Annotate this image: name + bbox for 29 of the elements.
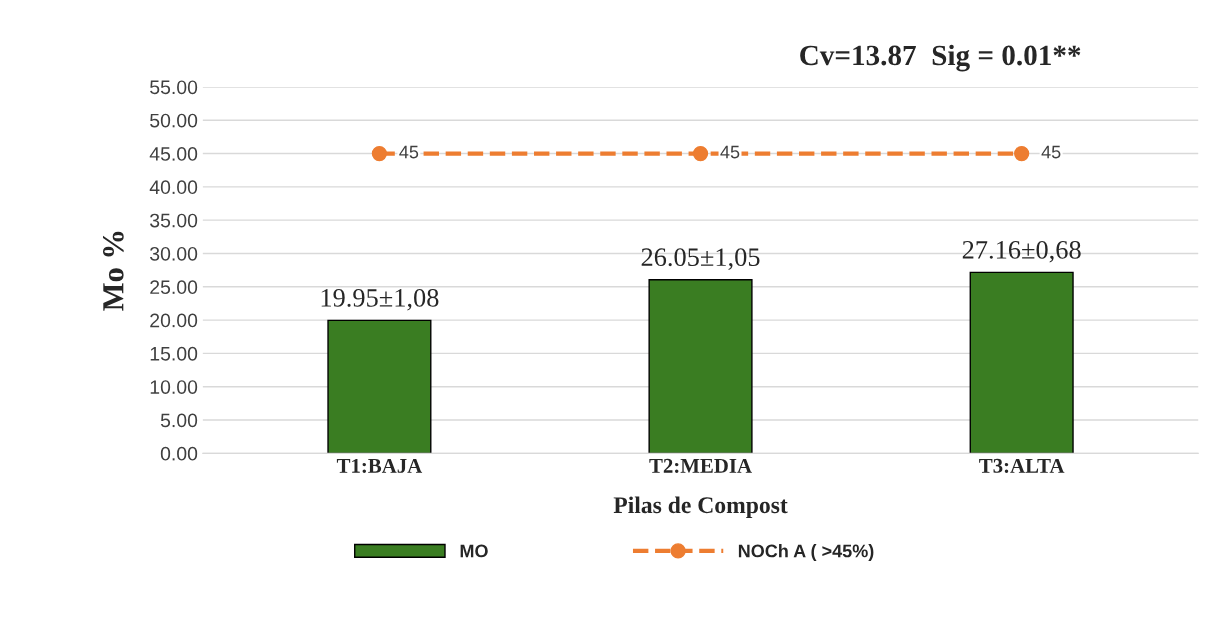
text: Cv=13.87 Sig = 0.01** — [800, 44, 1081, 72]
y-tick-label: 35.00 — [150, 213, 198, 228]
bar — [648, 279, 753, 454]
bar — [969, 271, 1074, 454]
data-label: 19.95±1,08 — [321, 288, 439, 311]
data-label: 45 — [1041, 145, 1061, 159]
y-tick-label: 50.00 — [150, 113, 198, 128]
y-tick-label: 5.00 — [160, 413, 198, 428]
data-label: 26.05±1,05 — [641, 248, 760, 270]
y-tick-label: 55.00 — [150, 80, 198, 95]
data-label: 45 — [399, 145, 419, 159]
legend-label: NOCh A ( >45%) — [738, 544, 874, 561]
y-axis-title: Mo % — [103, 231, 124, 311]
legend-label: MO — [460, 544, 488, 558]
data-label: 27.16±0,68 — [962, 240, 1081, 263]
y-tick-label: 10.00 — [150, 380, 198, 394]
x-tick-label: T2:MEDIA — [649, 458, 752, 473]
y-tick-label: 30.00 — [150, 246, 198, 261]
x-tick-label: T3:ALTA — [979, 458, 1065, 473]
x-axis-title: Pilas de Compost — [613, 496, 788, 518]
data-label: 45 — [720, 145, 740, 159]
x-tick-label: T1:BAJA — [336, 458, 423, 473]
bar — [327, 319, 432, 454]
y-tick-label: 15.00 — [150, 346, 198, 361]
y-tick-label: 45.00 — [149, 147, 198, 161]
y-tick-label: 40.00 — [149, 180, 198, 195]
y-tick-label: 20.00 — [150, 313, 198, 328]
y-tick-label: 0.00 — [160, 446, 198, 461]
y-tick-label: 25.00 — [150, 280, 198, 295]
